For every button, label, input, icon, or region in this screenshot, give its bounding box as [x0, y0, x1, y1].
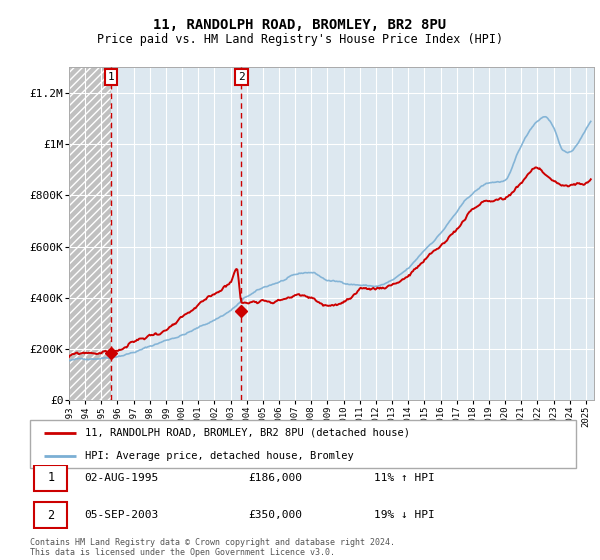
- Text: 1: 1: [107, 72, 114, 82]
- Text: £350,000: £350,000: [248, 510, 302, 520]
- FancyBboxPatch shape: [34, 502, 67, 528]
- Text: 19% ↓ HPI: 19% ↓ HPI: [374, 510, 435, 520]
- Bar: [69, 67, 110, 400]
- Text: 11% ↑ HPI: 11% ↑ HPI: [374, 473, 435, 483]
- Text: 2: 2: [47, 508, 55, 521]
- Text: 05-SEP-2003: 05-SEP-2003: [85, 510, 159, 520]
- Text: 11, RANDOLPH ROAD, BROMLEY, BR2 8PU (detached house): 11, RANDOLPH ROAD, BROMLEY, BR2 8PU (det…: [85, 428, 410, 438]
- Text: HPI: Average price, detached house, Bromley: HPI: Average price, detached house, Brom…: [85, 451, 353, 461]
- FancyBboxPatch shape: [30, 420, 576, 468]
- Text: Price paid vs. HM Land Registry's House Price Index (HPI): Price paid vs. HM Land Registry's House …: [97, 32, 503, 46]
- Text: 11, RANDOLPH ROAD, BROMLEY, BR2 8PU: 11, RANDOLPH ROAD, BROMLEY, BR2 8PU: [154, 18, 446, 32]
- Text: 02-AUG-1995: 02-AUG-1995: [85, 473, 159, 483]
- FancyBboxPatch shape: [34, 465, 67, 491]
- Text: £186,000: £186,000: [248, 473, 302, 483]
- Text: 1: 1: [47, 471, 55, 484]
- Text: 2: 2: [238, 72, 245, 82]
- Text: Contains HM Land Registry data © Crown copyright and database right 2024.
This d: Contains HM Land Registry data © Crown c…: [30, 538, 395, 557]
